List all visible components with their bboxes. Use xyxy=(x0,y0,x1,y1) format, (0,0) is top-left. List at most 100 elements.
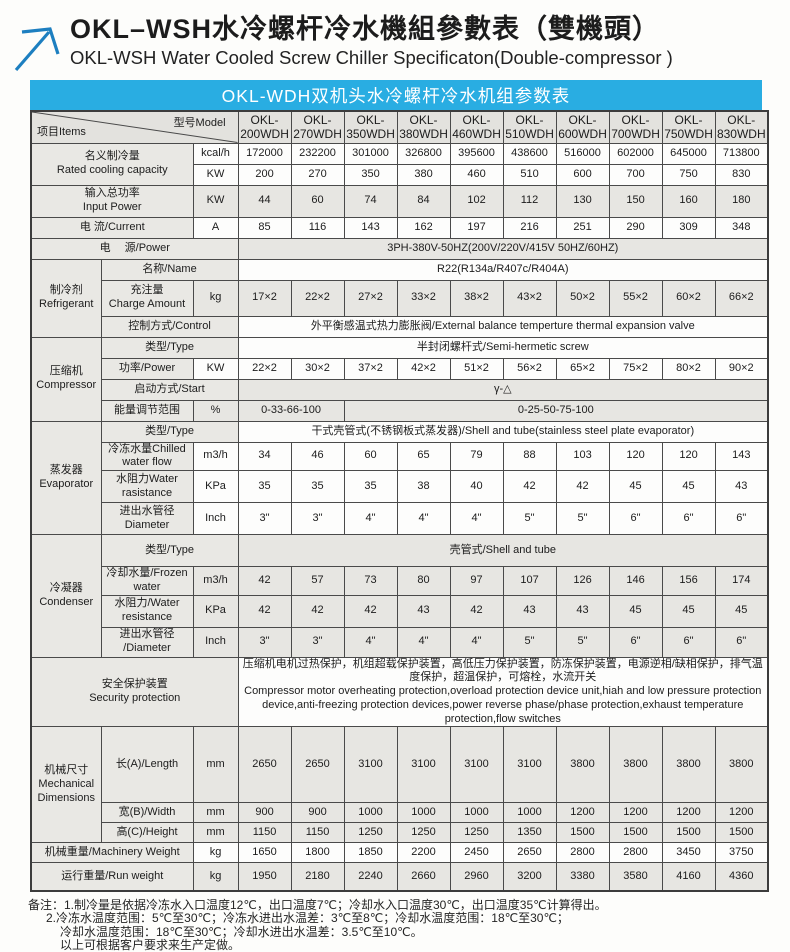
value-cell: 42 xyxy=(290,594,345,628)
corner-model-label: 型号Model xyxy=(173,117,226,129)
row-label-cell: 安全保护装置 Security protection xyxy=(30,656,239,728)
value-cell: 60 xyxy=(290,184,345,218)
unit-cell: mm xyxy=(192,822,239,844)
value-cell: 6" xyxy=(608,626,663,658)
value-cell: 6" xyxy=(714,502,769,535)
value-cell: 46 xyxy=(290,441,345,471)
value-cell: 216 xyxy=(502,216,557,239)
merged-value-cell: 0-25-50-75-100 xyxy=(343,399,769,422)
value-cell: 6" xyxy=(661,502,716,535)
row-label-cell: 运行重量/Run weight xyxy=(30,862,194,892)
value-cell: 2200 xyxy=(396,842,451,864)
value-cell: 301000 xyxy=(343,142,398,165)
row-label-cell: 机械重量/Machinery Weight xyxy=(30,842,194,864)
value-cell: 38×2 xyxy=(449,279,504,317)
model-header-cell: OKL- 510WDH xyxy=(502,110,557,144)
unit-cell: KW xyxy=(192,163,239,186)
value-cell: 34 xyxy=(237,441,292,471)
value-cell: 309 xyxy=(661,216,716,239)
value-cell: 3450 xyxy=(661,842,716,864)
value-cell: 2660 xyxy=(396,862,451,892)
value-cell: 900 xyxy=(237,802,292,824)
value-cell: 50×2 xyxy=(555,279,610,317)
value-cell: 143 xyxy=(343,216,398,239)
row-label-cell: 高(C)/Height xyxy=(100,822,194,844)
unit-cell: m3/h xyxy=(192,566,239,596)
unit-cell: mm xyxy=(192,802,239,824)
value-cell: 1200 xyxy=(661,802,716,824)
value-cell: 2800 xyxy=(608,842,663,864)
row-label-cell: 能量调节范围 xyxy=(100,399,194,422)
value-cell: 65 xyxy=(396,441,451,471)
value-cell: 197 xyxy=(449,216,504,239)
row-label-cell: 冷却水量/Frozen water xyxy=(100,566,194,596)
value-cell: 5" xyxy=(502,502,557,535)
row-label-cell: 名称/Name xyxy=(100,258,239,281)
section-label-cell: 冷凝器 Condenser xyxy=(30,534,102,658)
value-cell: 602000 xyxy=(608,142,663,165)
value-cell: 143 xyxy=(714,441,769,471)
value-cell: 146 xyxy=(608,566,663,596)
value-cell: 5" xyxy=(555,502,610,535)
value-cell: 750 xyxy=(661,163,716,186)
value-cell: 85 xyxy=(237,216,292,239)
value-cell: 3100 xyxy=(343,726,398,804)
value-cell: 900 xyxy=(290,802,345,824)
value-cell: 33×2 xyxy=(396,279,451,317)
value-cell: 460 xyxy=(449,163,504,186)
value-cell: 1950 xyxy=(237,862,292,892)
value-cell: 42 xyxy=(343,594,398,628)
value-cell: 1250 xyxy=(396,822,451,844)
value-cell: 4" xyxy=(449,502,504,535)
value-cell: 3200 xyxy=(502,862,557,892)
unit-cell: kg xyxy=(192,842,239,864)
value-cell: 80×2 xyxy=(661,357,716,380)
value-cell: 3800 xyxy=(608,726,663,804)
value-cell: 1150 xyxy=(290,822,345,844)
unit-cell: KPa xyxy=(192,470,239,503)
value-cell: 1850 xyxy=(343,842,398,864)
unit-cell: KW xyxy=(192,184,239,218)
row-label-cell: 冷冻水量Chilled water flow xyxy=(100,441,194,471)
value-cell: 37×2 xyxy=(343,357,398,380)
model-header-cell: OKL- 350WDH xyxy=(343,110,398,144)
corner-items-label: 项目Items xyxy=(37,126,86,139)
brand-arrow-logo xyxy=(14,27,60,72)
value-cell: 1200 xyxy=(555,802,610,824)
value-cell: 162 xyxy=(396,216,451,239)
value-cell: 1000 xyxy=(449,802,504,824)
note-line-cn-3: 冷却水温度范围：18℃至30℃；冷却水进出水温差：3.5℃至10℃。 xyxy=(60,924,423,939)
row-label-cell: 功率/Power xyxy=(100,357,194,380)
value-cell: 35 xyxy=(290,470,345,503)
value-cell: 1000 xyxy=(343,802,398,824)
value-cell: 43 xyxy=(502,594,557,628)
value-cell: 156 xyxy=(661,566,716,596)
model-header-cell: OKL- 700WDH xyxy=(608,110,663,144)
row-label-cell: 充注量 Charge Amount xyxy=(100,279,194,317)
value-cell: 112 xyxy=(502,184,557,218)
row-label-cell: 类型/Type xyxy=(100,420,239,443)
value-cell: 3800 xyxy=(714,726,769,804)
merged-value-cell: R22(R134a/R407c/R404A) xyxy=(237,258,769,281)
value-cell: 160 xyxy=(661,184,716,218)
value-cell: 4" xyxy=(396,502,451,535)
unit-cell: kg xyxy=(192,862,239,892)
value-cell: 22×2 xyxy=(237,357,292,380)
value-cell: 43 xyxy=(396,594,451,628)
row-label-cell: 进出水管径 Diameter xyxy=(100,502,194,535)
value-cell: 65×2 xyxy=(555,357,610,380)
value-cell: 200 xyxy=(237,163,292,186)
value-cell: 2960 xyxy=(449,862,504,892)
model-header-cell: OKL- 600WDH xyxy=(555,110,610,144)
value-cell: 60 xyxy=(343,441,398,471)
spec-table-body: 项目Items 型号Model OKL- 200WDH OKL- 270WDH OKL-… xyxy=(30,110,769,892)
value-cell: 1500 xyxy=(714,822,769,844)
row-label-cell: 类型/Type xyxy=(100,534,239,567)
value-cell: 350 xyxy=(343,163,398,186)
model-header-cell: OKL- 750WDH xyxy=(661,110,716,144)
merged-value-cell: 壳管式/Shell and tube xyxy=(237,534,769,567)
value-cell: 251 xyxy=(555,216,610,239)
value-cell: 1500 xyxy=(608,822,663,844)
value-cell: 6" xyxy=(661,626,716,658)
value-cell: 830 xyxy=(714,163,769,186)
